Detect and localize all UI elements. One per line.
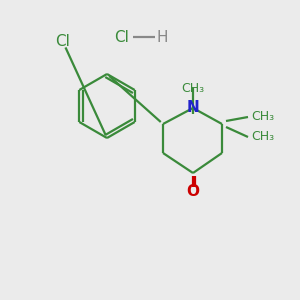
Text: CH₃: CH₃ bbox=[182, 82, 205, 95]
Text: CH₃: CH₃ bbox=[251, 110, 274, 124]
Text: Cl: Cl bbox=[56, 34, 70, 50]
Text: O: O bbox=[187, 184, 200, 200]
Text: N: N bbox=[187, 100, 200, 116]
Text: Cl: Cl bbox=[115, 29, 129, 44]
Text: H: H bbox=[156, 29, 168, 44]
Text: CH₃: CH₃ bbox=[251, 130, 274, 143]
